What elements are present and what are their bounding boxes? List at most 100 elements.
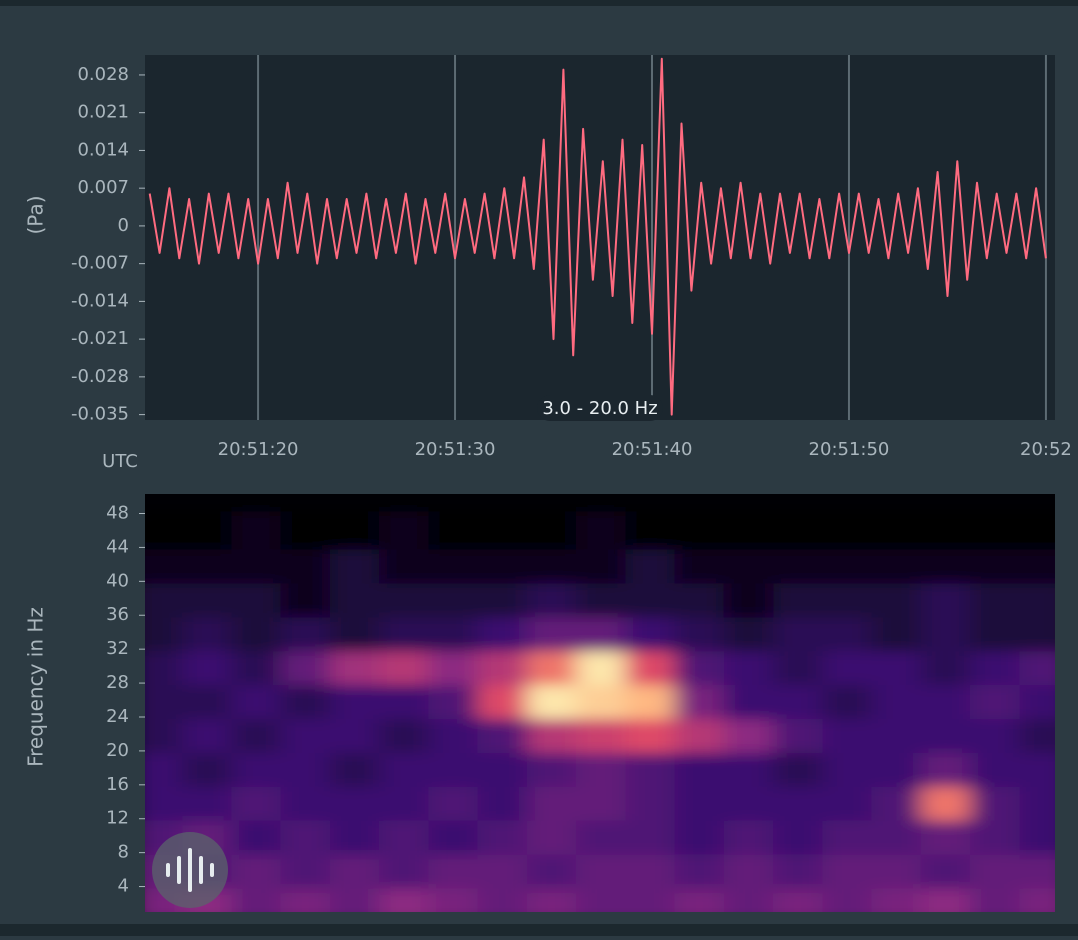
spectrogram-cell bbox=[773, 511, 827, 550]
spectrogram-cell bbox=[1019, 579, 1055, 618]
spectrogram-cell bbox=[182, 613, 236, 652]
spectrogram-cell bbox=[822, 748, 876, 787]
spectrogram-cell bbox=[1019, 681, 1055, 719]
spectrogram-cell bbox=[625, 545, 679, 584]
spectrogram-cell bbox=[280, 681, 334, 719]
spectrogram-cell bbox=[145, 714, 187, 753]
spectrogram-cell bbox=[1019, 545, 1055, 584]
spectrogram-cell bbox=[329, 647, 384, 686]
spectrogram-cell bbox=[920, 816, 975, 855]
y-tick-label: 4 bbox=[118, 876, 129, 897]
spectrogram-cell bbox=[145, 613, 187, 652]
spectrogram-cell bbox=[773, 816, 827, 855]
spectrogram-cell bbox=[576, 884, 630, 912]
spectrogram-cell bbox=[280, 545, 334, 584]
spectrogram-cell bbox=[1019, 714, 1055, 753]
spectrogram-cell bbox=[1019, 884, 1055, 912]
spectrogram-cell bbox=[379, 884, 433, 912]
spectrogram-cell bbox=[723, 714, 778, 753]
spectrogram-cell bbox=[970, 748, 1024, 787]
annotation-bg bbox=[537, 395, 663, 421]
y-tick-label: 28 bbox=[106, 672, 129, 693]
spectrogram-cell bbox=[822, 884, 876, 912]
y-tick-label: -0.021 bbox=[71, 328, 129, 349]
spectrogram-cell bbox=[477, 579, 531, 618]
spectrogram-cell bbox=[231, 579, 285, 618]
spectrogram-cell bbox=[379, 647, 433, 686]
spectrogram-cell bbox=[674, 748, 728, 787]
spectrogram-cell bbox=[576, 714, 630, 753]
spectrogram-cell bbox=[625, 816, 679, 855]
audio-button[interactable] bbox=[152, 832, 228, 908]
spectrogram-cell bbox=[822, 816, 876, 855]
spectrogram-cell bbox=[625, 613, 679, 652]
spectrogram-cell bbox=[723, 579, 778, 618]
spectrogram-cell bbox=[674, 647, 728, 686]
spectrogram-cell bbox=[970, 511, 1024, 550]
spectrogram-cell bbox=[145, 511, 187, 550]
spectrogram-cell bbox=[477, 511, 531, 550]
spectrogram-cell bbox=[526, 850, 581, 889]
spectrogram-cell bbox=[920, 545, 975, 584]
spectrogram-cell bbox=[329, 884, 384, 912]
spectrogram-cell bbox=[379, 511, 433, 550]
x-tick-label: 20:51:30 bbox=[415, 439, 496, 460]
spectrogram-cell bbox=[970, 545, 1024, 584]
spectrogram-cell bbox=[871, 816, 925, 855]
spectrogram-cell bbox=[477, 545, 531, 584]
spectrogram-cell bbox=[970, 816, 1024, 855]
spectrogram-cell bbox=[280, 714, 334, 753]
spectrogram-cell bbox=[329, 782, 384, 821]
spectrogram-cell bbox=[773, 850, 827, 889]
spectrogram-cell bbox=[379, 850, 433, 889]
bottom-bar bbox=[0, 924, 1078, 936]
spectrogram-cell bbox=[723, 850, 778, 889]
filter-annotation: 3.0 - 20.0 Hz bbox=[542, 398, 657, 419]
spectrogram-cell bbox=[526, 714, 581, 753]
spectrogram-cell bbox=[576, 545, 630, 584]
spectrogram-cell bbox=[625, 714, 679, 753]
spectrogram-cell bbox=[625, 782, 679, 821]
spectrogram-cell bbox=[674, 579, 728, 618]
spectrogram-cell bbox=[920, 647, 975, 686]
spectrogram-cell bbox=[145, 579, 187, 618]
y-tick-label: -0.028 bbox=[71, 366, 129, 387]
spectrogram-cell bbox=[329, 850, 384, 889]
spectrogram-cell bbox=[674, 545, 728, 584]
spectrogram-cell bbox=[428, 850, 482, 889]
spectrogram-cell bbox=[329, 816, 384, 855]
spectrogram-cell bbox=[970, 714, 1024, 753]
spectrogram-cell bbox=[182, 748, 236, 787]
x-tick-label: 20:51:40 bbox=[612, 439, 693, 460]
spectrogram-cell bbox=[871, 511, 925, 550]
spectrogram-cell bbox=[231, 850, 285, 889]
y-tick-label: 36 bbox=[106, 604, 129, 625]
spectrogram-cell bbox=[280, 613, 334, 652]
spectrogram-cell bbox=[773, 545, 827, 584]
spectrogram-cell bbox=[822, 782, 876, 821]
spectrogram-cell bbox=[723, 681, 778, 719]
spectrogram-cell bbox=[231, 714, 285, 753]
spectrogram-cell bbox=[231, 511, 285, 550]
spectrogram-cell bbox=[477, 782, 531, 821]
spectrogram-cell bbox=[231, 884, 285, 912]
x-tick-label: 20:51:50 bbox=[809, 439, 890, 460]
spectrogram-cell bbox=[428, 579, 482, 618]
spectrogram-cell bbox=[1019, 647, 1055, 686]
spectrogram-cell bbox=[920, 681, 975, 719]
spectrogram-cell bbox=[674, 681, 728, 719]
top-bar bbox=[0, 0, 1078, 6]
spectrogram-cell bbox=[920, 511, 975, 550]
spectrogram-cell bbox=[970, 850, 1024, 889]
spectrogram-cell bbox=[526, 647, 581, 686]
spectrogram-cell bbox=[970, 681, 1024, 719]
spectrogram-cell bbox=[329, 714, 384, 753]
spectrogram-layer bbox=[145, 511, 1055, 912]
x-axis-label: UTC bbox=[102, 451, 138, 472]
spectrogram-cell bbox=[280, 647, 334, 686]
spectrogram-cell bbox=[526, 511, 581, 550]
spectrogram-cell bbox=[773, 647, 827, 686]
audio-icon bbox=[166, 848, 214, 892]
